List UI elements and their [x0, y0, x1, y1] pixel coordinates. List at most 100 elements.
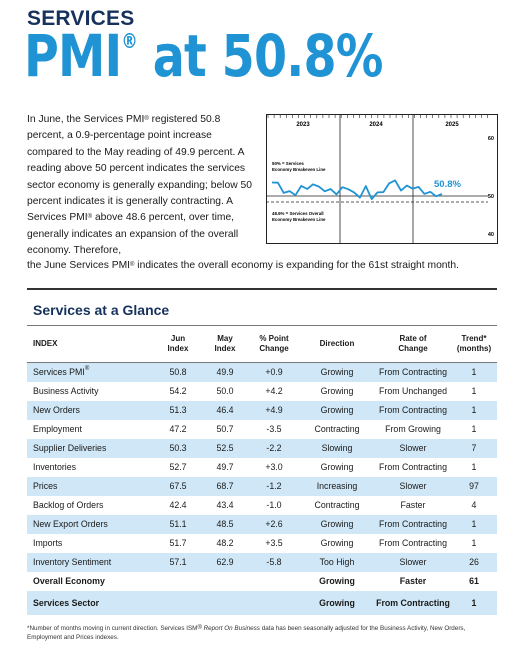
table-row: Supplier Deliveries 50.3 52.5 -2.2 Slowing Sl…: [27, 438, 497, 458]
line-50-label-1: 50% = Services: [272, 161, 304, 166]
y-label-60: 60: [488, 136, 494, 142]
cell-rate-of-change: From Contracting: [375, 362, 451, 382]
cell-jun-index: 57.1: [155, 552, 201, 572]
cell-may-index: [201, 572, 249, 591]
cell-point-change: -3.5: [266, 424, 282, 434]
cell-rate-of-change: From Growing: [385, 424, 441, 434]
cell-point-change: [249, 572, 299, 591]
cell-index-name: Supplier Deliveries: [27, 438, 155, 458]
cell-point-change: +4.9: [249, 400, 299, 420]
year-label-2024: 2024: [369, 122, 383, 128]
cell-may-index: 43.4: [216, 500, 234, 510]
cell-may-index: 46.4: [201, 400, 249, 420]
cell-rate-of-change: From Unchanged: [379, 386, 447, 396]
header-jun: Jun Index: [155, 325, 201, 363]
cell-index-name: Services PMI®: [27, 362, 155, 382]
cell-trend: 1: [451, 514, 497, 534]
cell-rate-of-change: Slower: [375, 552, 451, 572]
cell-trend: 61: [469, 576, 479, 586]
page-headline: PMI® at 50.8%: [24, 27, 383, 85]
current-value-label: 50.8%: [434, 179, 461, 190]
cell-point-change: +3.0: [265, 462, 283, 472]
cell-jun-index: 47.2: [169, 424, 187, 434]
cell-direction: Slowing: [299, 438, 375, 458]
cell-rate-of-change: Faster: [399, 576, 427, 586]
cell-trend: 1: [451, 362, 497, 382]
year-label-2023: 2023: [296, 122, 310, 128]
header-trend: Trend* (months): [451, 325, 497, 363]
chart-frame: [266, 114, 498, 244]
section-divider: [27, 288, 497, 290]
cell-direction: Growing: [320, 462, 354, 472]
line-48-6-label-2: Economy Breakeven Line: [272, 217, 326, 222]
table-row: Services PMI® 50.8 49.9 +0.9 Growing From Con…: [27, 362, 497, 382]
header-may: May Index: [201, 325, 249, 363]
cell-may-index: 48.2: [216, 538, 234, 548]
cell-index-name: Imports: [33, 538, 63, 548]
cell-jun-index: [155, 572, 201, 591]
cell-jun-index: 50.8: [155, 362, 201, 382]
cell-may-index: [201, 590, 249, 615]
cell-may-index: 49.7: [216, 462, 234, 472]
cell-rate-of-change: From Contracting: [375, 400, 451, 420]
cell-jun-index: 51.3: [155, 400, 201, 420]
cell-point-change: +0.9: [249, 362, 299, 382]
header-rate-of-change: Rate of Change: [375, 325, 451, 363]
headline-registered-mark: ®: [121, 29, 138, 53]
footnote: *Number of months moving in current dire…: [27, 625, 466, 641]
cell-index-name: New Export Orders: [27, 514, 155, 534]
table-row: Business Activity 54.2 50.0 +4.2 Growing From…: [27, 382, 497, 401]
table-row: Employment 47.2 50.7 -3.5 Contracting From Gr…: [27, 420, 497, 439]
table-row: Inventory Sentiment 57.1 62.9 -5.8 Too High S…: [27, 552, 497, 572]
cell-trend: 1: [451, 590, 497, 615]
glance-table-header: INDEX Jun Index May Index % Point Change Di…: [27, 325, 497, 363]
cell-direction: Contracting: [314, 424, 360, 434]
cell-jun-index: 50.3: [155, 438, 201, 458]
cell-index-name: Overall Economy: [33, 576, 105, 586]
cell-trend: 1: [451, 400, 497, 420]
header-point-change: % Point Change: [249, 325, 299, 363]
cell-point-change: +2.6: [249, 514, 299, 534]
glance-table-body: Services PMI® 50.8 49.9 +0.9 Growing From Con…: [27, 362, 497, 615]
cell-index-name: Inventories: [33, 462, 77, 472]
cell-jun-index: 52.7: [169, 462, 187, 472]
header-index: INDEX: [27, 325, 155, 363]
cell-trend: 4: [471, 500, 477, 510]
cell-rate-of-change: From Contracting: [379, 462, 447, 472]
cell-jun-index: 42.4: [169, 500, 187, 510]
cell-may-index: 62.9: [201, 552, 249, 572]
table-row: New Export Orders 51.1 48.5 +2.6 Growing From…: [27, 514, 497, 534]
cell-jun-index: 67.5: [155, 476, 201, 496]
cell-trend: 1: [471, 386, 477, 396]
table-row: Inventories 52.7 49.7 +3.0 Growing From Contr…: [27, 458, 497, 477]
cell-jun-index: [155, 590, 201, 615]
cell-may-index: 50.7: [216, 424, 234, 434]
cell-rate-of-change: Slower: [375, 476, 451, 496]
cell-rate-of-change: From Contracting: [375, 590, 451, 615]
services-pmi-mini-chart: 2023 2024 2025 60 50 40 50% = Services E…: [266, 114, 498, 244]
cell-index-name: Inventory Sentiment: [27, 552, 155, 572]
table-row: New Orders 51.3 46.4 +4.9 Growing From Contra…: [27, 400, 497, 420]
cell-trend: 1: [471, 424, 477, 434]
cell-may-index: 49.9: [201, 362, 249, 382]
cell-rate-of-change: From Contracting: [375, 514, 451, 534]
cell-direction: Growing: [299, 590, 375, 615]
line-48-6-label-1: 48.6% = Services Overall: [272, 211, 324, 216]
chart-month-ticks: [267, 114, 488, 118]
cell-direction: Increasing: [299, 476, 375, 496]
cell-trend: 26: [451, 552, 497, 572]
glance-table: INDEX Jun Index May Index % Point Change Di…: [27, 325, 497, 615]
section-kicker: SERVICES: [27, 7, 135, 30]
cell-may-index: 50.0: [216, 386, 234, 396]
cell-point-change: -1.0: [266, 500, 282, 510]
cell-direction: Contracting: [314, 500, 360, 510]
headline-main: PMI: [24, 22, 122, 90]
year-label-2025: 2025: [445, 122, 459, 128]
services-pmi-series-line: [271, 179, 443, 200]
table-row: Services Sector Growing From Contracting 1: [27, 590, 497, 615]
cell-index-name: Business Activity: [33, 386, 99, 396]
y-label-50: 50: [488, 194, 494, 200]
cell-jun-index: 51.7: [169, 538, 187, 548]
y-label-40: 40: [488, 232, 494, 238]
cell-trend: 1: [471, 538, 477, 548]
